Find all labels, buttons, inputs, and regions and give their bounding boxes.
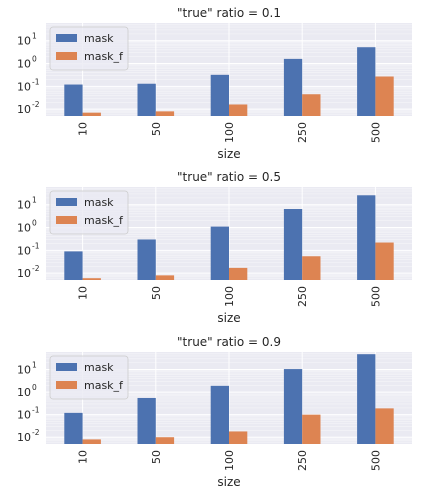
chart-title: "true" ratio = 0.9: [177, 335, 281, 349]
bar-mask-50: [137, 397, 156, 444]
y-tick-label: 10: [17, 103, 31, 116]
y-tick-exponent: -1: [32, 77, 40, 86]
bar-mask-f-500: [375, 242, 394, 280]
bar-mask-f-250: [302, 256, 321, 280]
x-tick-label: 10: [77, 450, 90, 464]
legend-label: mask: [84, 361, 114, 374]
chart-panel-1: 10 -210 -110 010 110 50 100 250 500"true" ratio …: [17, 6, 412, 161]
x-tick-label: 500: [369, 286, 382, 307]
y-tick-exponent: 1: [32, 32, 37, 41]
x-tick-label: 250: [296, 450, 309, 471]
bar-mask-100: [210, 74, 229, 116]
x-tick-label: 50: [150, 286, 163, 300]
bar-mask-f-10: [82, 112, 101, 116]
legend-label: mask: [84, 196, 114, 209]
y-tick-label: 10: [17, 267, 31, 280]
y-tick-label: 10: [17, 409, 31, 422]
y-tick-label: 10: [17, 431, 31, 444]
bar-mask-500: [357, 354, 376, 444]
x-tick-label: 100: [223, 450, 236, 471]
y-tick-exponent: -1: [32, 406, 40, 415]
bar-mask-250: [283, 58, 303, 116]
bar-mask-f-50: [155, 437, 175, 444]
x-tick-label: 250: [296, 286, 309, 307]
bar-mask-f-50: [155, 275, 175, 280]
bar-mask-f-10: [82, 439, 101, 444]
y-tick-exponent: 0: [32, 55, 37, 64]
legend-swatch: [56, 381, 77, 389]
bar-mask-500: [357, 195, 376, 280]
x-tick-label: 50: [150, 450, 163, 464]
legend-label: mask_f: [84, 214, 124, 227]
legend-label: mask: [84, 32, 114, 45]
y-tick-exponent: -2: [32, 428, 40, 437]
x-tick-label: 10: [77, 286, 90, 300]
y-tick-exponent: 1: [32, 196, 37, 205]
y-tick-exponent: 0: [32, 383, 37, 392]
y-tick-label: 10: [17, 199, 31, 212]
bar-mask-50: [137, 239, 156, 280]
x-tick-label: 500: [369, 450, 382, 471]
bar-mask-f-250: [302, 414, 321, 444]
y-tick-label: 10: [17, 58, 31, 71]
y-tick-exponent: 1: [32, 361, 37, 370]
bar-mask-10: [64, 84, 83, 116]
bar-mask-f-500: [375, 408, 394, 444]
bar-mask-f-250: [302, 94, 321, 116]
x-tick-label: 250: [296, 122, 309, 143]
bar-mask-f-10: [82, 278, 101, 280]
bar-mask-100: [210, 385, 229, 444]
legend-swatch: [56, 52, 77, 60]
bar-mask-100: [210, 226, 229, 280]
bar-mask-500: [357, 47, 376, 116]
y-tick-label: 10: [17, 222, 31, 235]
bar-mask-f-100: [229, 104, 248, 116]
y-tick-exponent: -1: [32, 241, 40, 250]
y-tick-label: 10: [17, 35, 31, 48]
y-tick-exponent: -2: [32, 100, 40, 109]
x-axis-label: size: [217, 311, 240, 325]
bar-mask-f-100: [229, 431, 248, 444]
y-tick-label: 10: [17, 244, 31, 257]
x-axis-label: size: [217, 475, 240, 489]
chart-title: "true" ratio = 0.5: [177, 170, 281, 184]
legend-swatch: [56, 216, 77, 224]
legend-label: mask_f: [84, 379, 124, 392]
chart-panel-2: 10 -210 -110 010 110 50 100 250 500"true" ratio …: [17, 170, 412, 325]
legend-swatch: [56, 363, 77, 371]
legend-swatch: [56, 34, 77, 42]
y-tick-exponent: 0: [32, 219, 37, 228]
x-tick-label: 50: [150, 122, 163, 136]
chart-title: "true" ratio = 0.1: [177, 6, 281, 20]
x-tick-label: 100: [223, 122, 236, 143]
y-tick-exponent: -2: [32, 264, 40, 273]
x-tick-label: 10: [77, 122, 90, 136]
bar-mask-250: [283, 209, 303, 280]
bar-mask-250: [283, 369, 303, 444]
y-tick-label: 10: [17, 80, 31, 93]
bar-mask-10: [64, 412, 83, 444]
bar-mask-50: [137, 83, 156, 116]
bar-mask-10: [64, 251, 83, 280]
bar-mask-f-500: [375, 76, 394, 116]
legend-swatch: [56, 198, 77, 206]
y-tick-label: 10: [17, 364, 31, 377]
chart-panel-3: 10 -210 -110 010 110 50 100 250 500"true" ratio …: [17, 335, 412, 489]
bar-mask-f-50: [155, 111, 175, 116]
x-axis-label: size: [217, 147, 240, 161]
bar-mask-f-100: [229, 267, 248, 280]
legend-label: mask_f: [84, 50, 124, 63]
y-tick-label: 10: [17, 386, 31, 399]
x-tick-label: 100: [223, 286, 236, 307]
x-tick-label: 500: [369, 122, 382, 143]
